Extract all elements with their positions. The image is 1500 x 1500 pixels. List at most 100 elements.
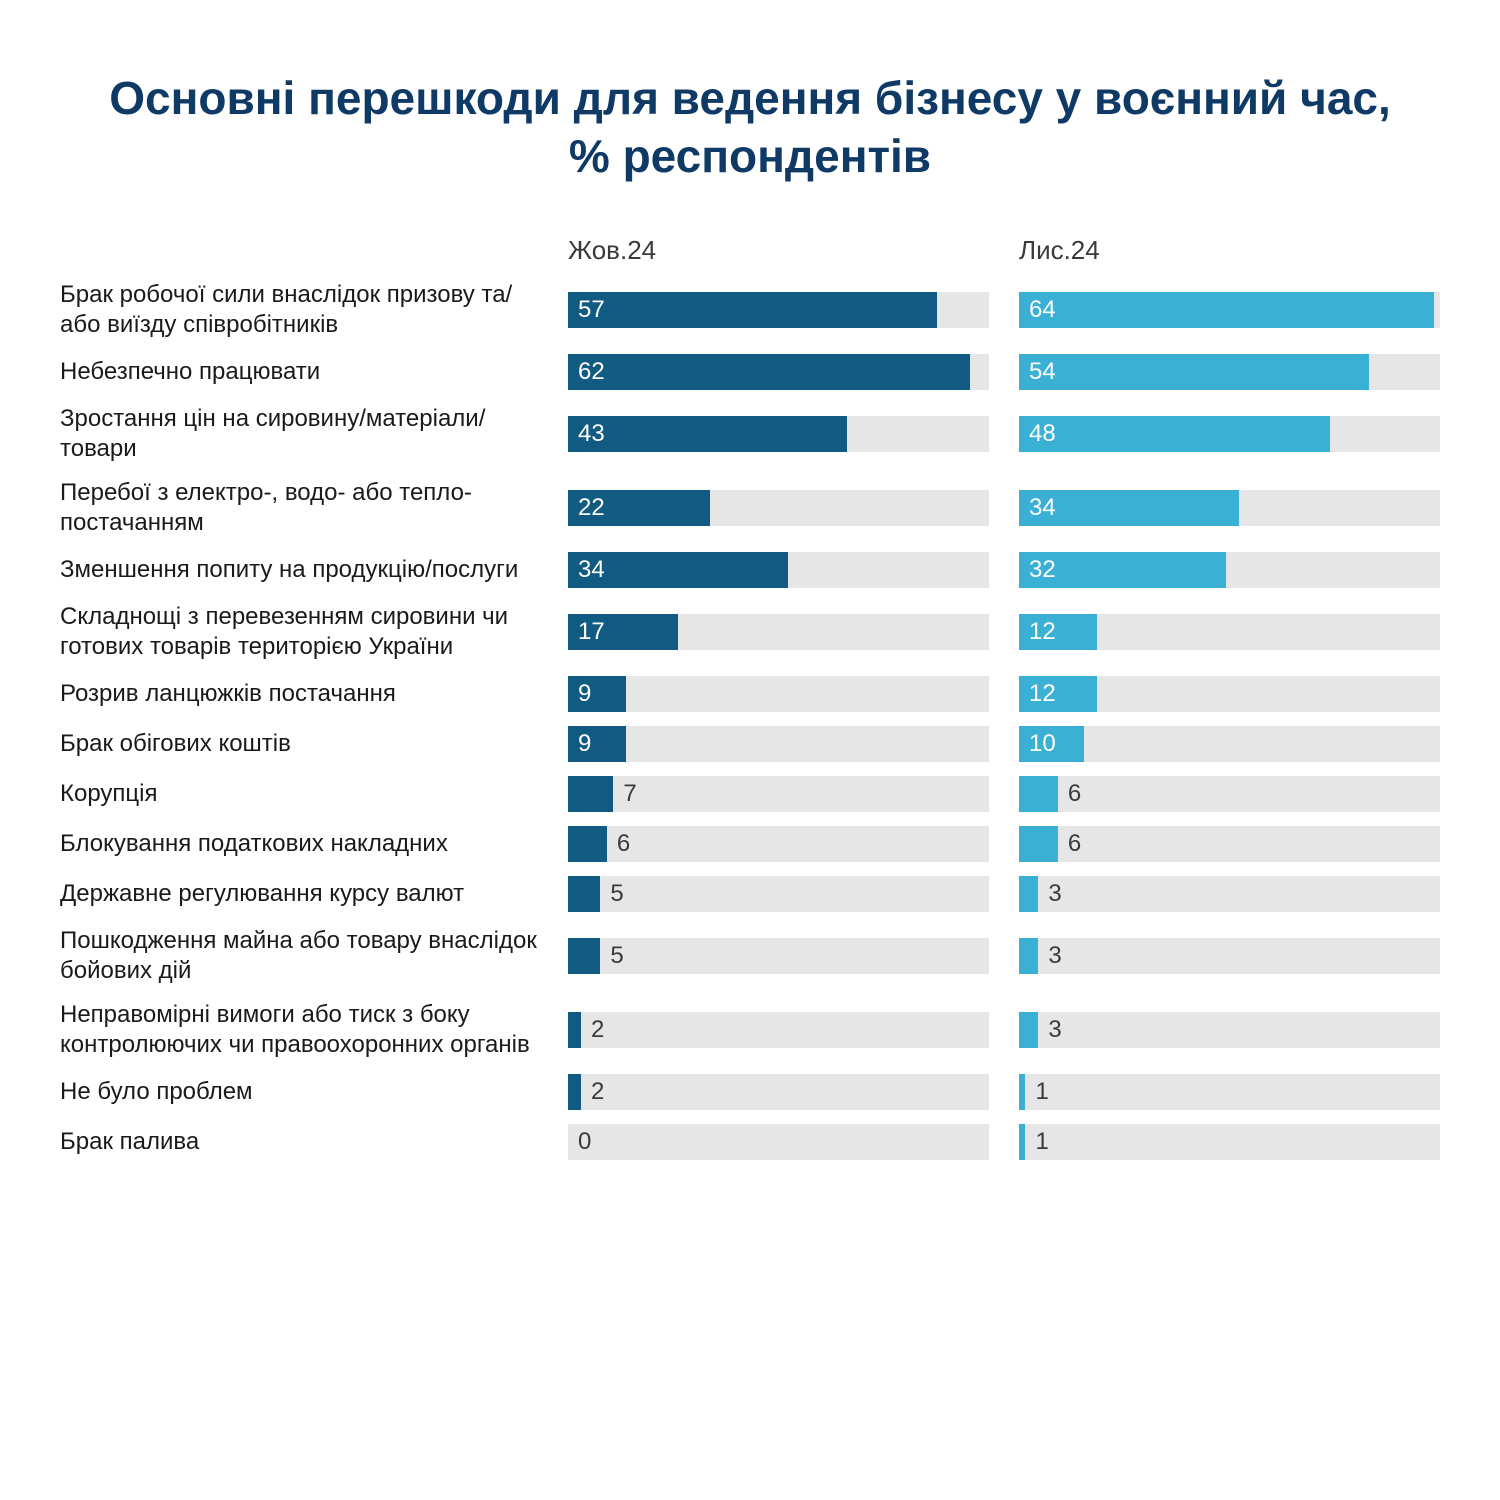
category-label: Зростання цін на сировину/матеріали/това… bbox=[60, 404, 568, 464]
bar-fill bbox=[1019, 876, 1038, 912]
row-bars: 4348 bbox=[568, 416, 1440, 452]
bar-cell: 22 bbox=[568, 490, 989, 526]
bar-fill bbox=[1019, 938, 1038, 974]
bar-cell: 5 bbox=[568, 876, 989, 912]
bar-cell: 2 bbox=[568, 1074, 989, 1110]
bar-track: 1 bbox=[1019, 1074, 1440, 1110]
bar-value-label: 57 bbox=[578, 296, 605, 324]
bar-value-label: 5 bbox=[610, 942, 623, 970]
bar-track: 62 bbox=[568, 354, 989, 390]
bar-cell: 5 bbox=[568, 938, 989, 974]
bar-track: 64 bbox=[1019, 292, 1440, 328]
row-bars: 76 bbox=[568, 776, 1440, 812]
chart-row: Розрив ланцюжків постачання912 bbox=[60, 676, 1440, 712]
category-label: Перебої з електро-, водо- або тепло-пост… bbox=[60, 478, 568, 538]
bar-cell: 2 bbox=[568, 1012, 989, 1048]
series-header-1: Лис.24 bbox=[1019, 235, 1440, 266]
category-label: Неправомірні вимоги або тиск з боку конт… bbox=[60, 1000, 568, 1060]
category-label: Брак палива bbox=[60, 1127, 568, 1157]
bar-track: 6 bbox=[1019, 826, 1440, 862]
bar-value-label: 2 bbox=[591, 1016, 604, 1044]
chart-row: Неправомірні вимоги або тиск з боку конт… bbox=[60, 1000, 1440, 1060]
row-bars: 53 bbox=[568, 876, 1440, 912]
bar-fill bbox=[568, 292, 937, 328]
bar-track: 54 bbox=[1019, 354, 1440, 390]
bar-track: 6 bbox=[1019, 776, 1440, 812]
bar-value-label: 10 bbox=[1029, 730, 1056, 758]
chart-row: Складнощі з перевезенням сировини чи гот… bbox=[60, 602, 1440, 662]
bar-value-label: 64 bbox=[1029, 296, 1056, 324]
bar-fill bbox=[1019, 776, 1058, 812]
chart-page: Основні перешкоди для ведення бізнесу у … bbox=[0, 0, 1500, 1500]
row-bars: 53 bbox=[568, 938, 1440, 974]
bar-cell: 54 bbox=[1019, 354, 1440, 390]
category-label: Складнощі з перевезенням сировини чи гот… bbox=[60, 602, 568, 662]
bar-value-label: 43 bbox=[578, 420, 605, 448]
bar-cell: 6 bbox=[1019, 776, 1440, 812]
bar-fill bbox=[568, 1012, 581, 1048]
bar-track: 10 bbox=[1019, 726, 1440, 762]
category-label: Державне регулювання курсу валют bbox=[60, 879, 568, 909]
bar-fill bbox=[1019, 292, 1434, 328]
bar-track: 12 bbox=[1019, 614, 1440, 650]
bar-cell: 10 bbox=[1019, 726, 1440, 762]
bar-track: 17 bbox=[568, 614, 989, 650]
bar-value-label: 12 bbox=[1029, 618, 1056, 646]
bar-value-label: 32 bbox=[1029, 556, 1056, 584]
bar-track: 12 bbox=[1019, 676, 1440, 712]
bar-cell: 6 bbox=[1019, 826, 1440, 862]
bar-track: 6 bbox=[568, 826, 989, 862]
bar-value-label: 34 bbox=[578, 556, 605, 584]
row-bars: 57 64 bbox=[568, 292, 1440, 328]
bar-value-label: 9 bbox=[578, 730, 591, 758]
bar-value-label: 0 bbox=[578, 1128, 591, 1156]
bar-cell: 0 bbox=[568, 1124, 989, 1160]
bar-track: 5 bbox=[568, 876, 989, 912]
bar-cell: 9 bbox=[568, 726, 989, 762]
bar-value-label: 34 bbox=[1029, 494, 1056, 522]
row-bars: 9 10 bbox=[568, 726, 1440, 762]
chart-row: Небезпечно працювати62 54 bbox=[60, 354, 1440, 390]
bar-value-label: 6 bbox=[1068, 830, 1081, 858]
bar-fill bbox=[568, 938, 600, 974]
bar-cell: 64 bbox=[1019, 292, 1440, 328]
category-label: Блокування податкових накладних bbox=[60, 829, 568, 859]
bar-track: 2 bbox=[568, 1012, 989, 1048]
chart-row: Корупція76 bbox=[60, 776, 1440, 812]
bar-value-label: 22 bbox=[578, 494, 605, 522]
bar-track: 57 bbox=[568, 292, 989, 328]
bar-track: 32 bbox=[1019, 552, 1440, 588]
bar-track: 22 bbox=[568, 490, 989, 526]
row-bars: 21 bbox=[568, 1074, 1440, 1110]
bar-fill bbox=[568, 416, 847, 452]
bar-track: 3 bbox=[1019, 1012, 1440, 1048]
bar-track: 9 bbox=[568, 676, 989, 712]
series-header-0: Жов.24 bbox=[568, 235, 989, 266]
bar-cell: 17 bbox=[568, 614, 989, 650]
category-label: Зменшення попиту на продукцію/послуги bbox=[60, 555, 568, 585]
bar-value-label: 1 bbox=[1035, 1078, 1048, 1106]
series-headers: Жов.24 Лис.24 bbox=[568, 235, 1440, 266]
bar-value-label: 2 bbox=[591, 1078, 604, 1106]
chart-rows: Брак робочої сили внаслідок призову та/а… bbox=[60, 280, 1440, 1160]
row-bars: 1712 bbox=[568, 614, 1440, 650]
bar-value-label: 3 bbox=[1048, 880, 1061, 908]
bar-value-label: 54 bbox=[1029, 358, 1056, 386]
bar-value-label: 9 bbox=[578, 680, 591, 708]
bar-fill bbox=[1019, 1124, 1025, 1160]
category-label: Пошкодження майна або товару внаслідок б… bbox=[60, 926, 568, 986]
comparative-bar-chart: Жов.24 Лис.24 Брак робочої сили внаслідо… bbox=[60, 235, 1440, 1160]
chart-row: Зменшення попиту на продукцію/послуги343… bbox=[60, 552, 1440, 588]
category-label: Небезпечно працювати bbox=[60, 357, 568, 387]
bar-value-label: 12 bbox=[1029, 680, 1056, 708]
bar-value-label: 3 bbox=[1048, 1016, 1061, 1044]
bar-value-label: 7 bbox=[623, 780, 636, 808]
bar-cell: 3 bbox=[1019, 938, 1440, 974]
bar-fill bbox=[568, 354, 970, 390]
bar-track: 1 bbox=[1019, 1124, 1440, 1160]
chart-row: Перебої з електро-, водо- або тепло-пост… bbox=[60, 478, 1440, 538]
row-bars: 34 32 bbox=[568, 552, 1440, 588]
chart-row: Блокування податкових накладних66 bbox=[60, 826, 1440, 862]
bar-track: 7 bbox=[568, 776, 989, 812]
row-bars: 9 12 bbox=[568, 676, 1440, 712]
